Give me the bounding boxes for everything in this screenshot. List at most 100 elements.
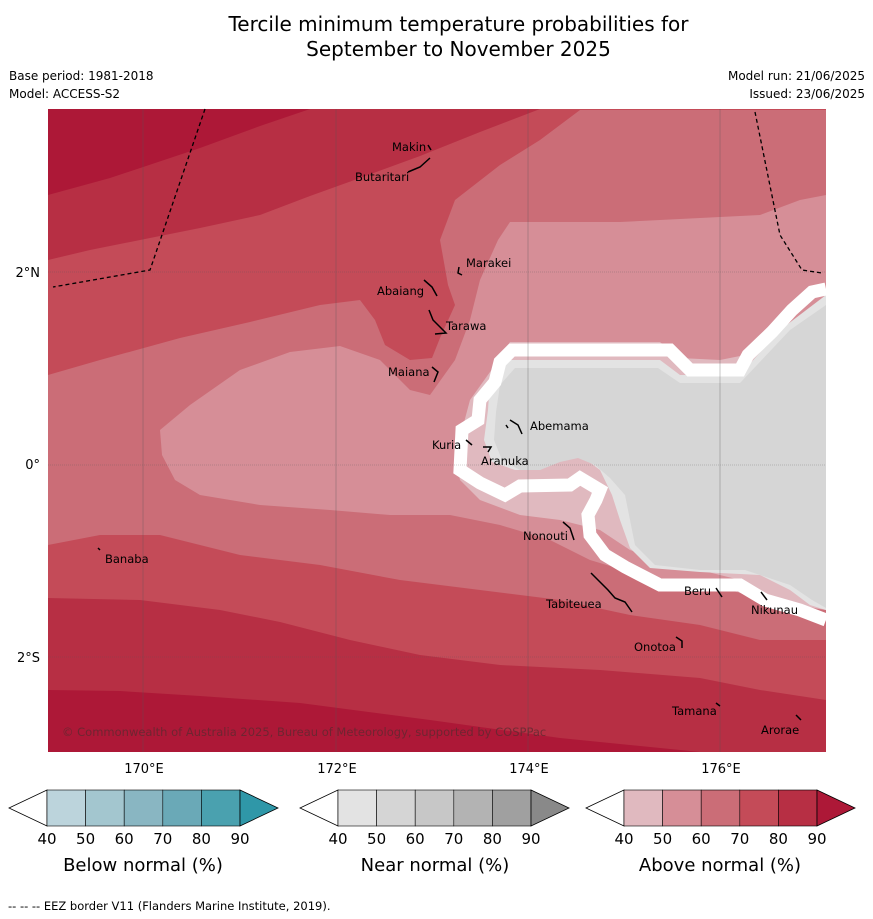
colorbar-below-swatch [162,789,202,827]
colorbar-near-swatch [337,789,377,827]
eez-line-west [52,108,206,288]
colorbar-near-extend-high [530,789,570,827]
model-name: Model: ACCESS-S2 [9,87,121,101]
colorbar-above-extend-low [585,789,625,827]
model-run: Model run: 21/06/2025 [727,69,865,83]
contour-near-50 [494,305,826,608]
label-nonouti: Nonouti [523,529,568,543]
lat-label-2s: 2°S [17,651,40,666]
label-kuria: Kuria [432,438,461,452]
place-labels: Makin Butaritari Marakei Abaiang Tarawa … [105,140,799,737]
colorbar-above-tick-label: 80 [769,830,788,848]
issued-date: Issued: 23/06/2025 [749,87,865,101]
colorbar-near-tick-label: 80 [483,830,502,848]
meta-right: Model run: 21/06/2025 Issued: 23/06/2025 [728,67,865,103]
colorbar-below-tick-label: 60 [115,830,134,848]
lon-label-172: 172°E [317,762,357,777]
label-arorae: Arorae [761,723,799,737]
axis-labels: 2°N 0° 2°S 170°E 172°E 174°E 176°E [16,266,741,777]
colorbar-below-tick-label: 70 [153,830,172,848]
colorbars: 40 50 60 70 80 90 40 50 60 70 80 90 40 50 60 70 80 90 [8,789,856,848]
label-abemama: Abemama [530,419,589,433]
label-maiana: Maiana [388,365,430,379]
colorbar-below-swatch [201,789,241,827]
colorbar-near-tick-label: 50 [367,830,386,848]
colorbar-above-swatch [662,789,702,827]
meta-left: Base period: 1981-2018 Model: ACCESS-S2 [9,67,154,103]
colorbar-above-extend-high [816,789,856,827]
island-nikunau [760,591,768,601]
colorbar-below-title: Below normal (%) [63,855,223,876]
colorbar-near-swatch [492,789,532,827]
colorbar-above: 40 50 60 70 80 90 [585,789,856,848]
colorbar-near-tick-label: 60 [406,830,425,848]
label-tarawa: Tarawa [445,319,486,333]
island-maiana [431,366,439,383]
contour-above-90-south [48,690,700,752]
label-marakei: Marakei [466,256,511,270]
label-nikunau: Nikunau [751,603,798,617]
colorbar-below-tick-label: 80 [192,830,211,848]
colorbar-above-tick-label: 40 [614,830,633,848]
colorbar-above-tick-label: 70 [730,830,749,848]
label-abaiang: Abaiang [377,284,424,298]
colorbar-near-tick-label: 40 [328,830,347,848]
eez-footnote: -- -- -- EEZ border V11 (Flanders Marine… [8,899,331,913]
colorbar-above-swatch [778,789,818,827]
title-line-1: Tercile minimum temperature probabilitie… [228,12,689,36]
colorbar-above-tick-label: 90 [807,830,826,848]
colorbar-above-tick-label: 60 [692,830,711,848]
base-period: Base period: 1981-2018 [9,69,154,83]
label-tamana: Tamana [671,704,717,718]
label-tabiteuea: Tabiteuea [545,597,602,611]
island-onotoa [675,636,683,648]
label-butaritari: Butaritari [355,170,409,184]
island-arorae [795,714,802,721]
island-abaiang [423,279,438,297]
lon-label-174: 174°E [509,762,549,777]
island-marakei [457,266,463,276]
colorbar-below-extend-low [8,789,48,827]
colorbar-below-swatch [46,789,86,827]
label-onotoa: Onotoa [634,640,676,654]
label-aranuka: Aranuka [481,454,529,468]
island-nonouti [562,521,575,541]
island-banaba [97,547,101,551]
colorbar-near-swatch [414,789,455,827]
probability-contours [48,109,826,752]
colorbar-below-tick-label: 50 [76,830,95,848]
label-banaba: Banaba [105,552,149,566]
colorbar-below-swatch [85,789,125,827]
island-beru [715,587,723,598]
colorbar-above-swatch [700,789,741,827]
label-beru: Beru [684,584,711,598]
lat-label-0: 0° [25,458,40,473]
lat-label-2n: 2°N [16,266,41,281]
island-tabiteuea [590,572,633,613]
colorbar-near-swatch [453,789,493,827]
colorbar-above-title: Above normal (%) [639,855,801,876]
colorbar-near-title: Near normal (%) [361,855,510,876]
lon-label-176: 176°E [701,762,741,777]
colorbar-near: 40 50 60 70 80 90 [299,789,570,848]
island-abemama [505,419,523,435]
island-aranuka [483,446,493,453]
eez-borders [52,108,823,288]
copyright-text: © Commonwealth of Australia 2025, Bureau… [62,725,546,739]
islands [97,144,802,721]
colorbar-below-tick-label: 40 [37,830,56,848]
island-tarawa [428,309,448,335]
colorbar-near-tick-label: 90 [521,830,540,848]
colorbar-below-tick-label: 90 [230,830,249,848]
colorbar-titles: Below normal (%) Near normal (%) Above n… [63,855,801,876]
colorbar-near-extend-low [299,789,339,827]
colorbar-below: 40 50 60 70 80 90 [8,789,279,848]
island-makin [427,144,432,151]
title-line-2: September to November 2025 [306,37,611,61]
island-kuria [465,439,473,446]
colorbar-below-swatch [123,789,164,827]
lon-label-170: 170°E [124,762,164,777]
colorbar-near-tick-label: 70 [444,830,463,848]
colorbar-above-tick-label: 50 [653,830,672,848]
